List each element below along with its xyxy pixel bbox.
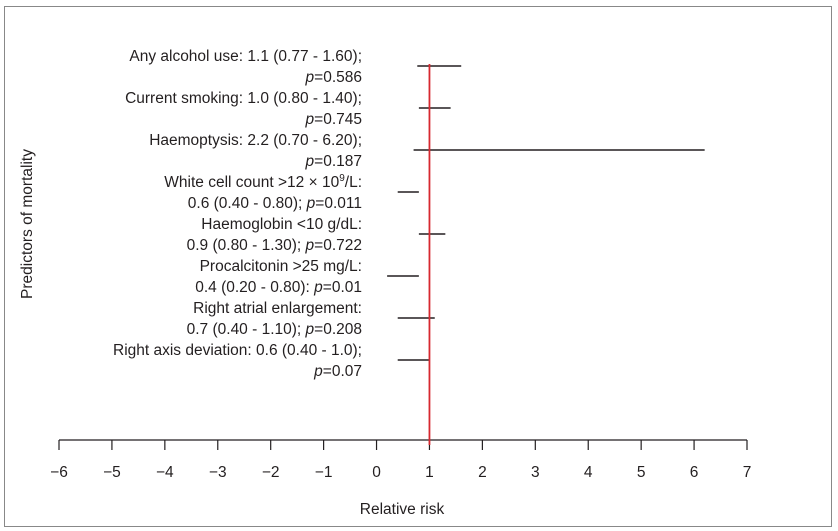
x-tick-label: 1 (425, 464, 434, 481)
x-tick-label: 6 (690, 464, 699, 481)
x-tick-label: −5 (103, 464, 121, 481)
x-tick-label: 5 (637, 464, 646, 481)
y-axis-title: Predictors of mortality (19, 149, 36, 299)
row-label-line: 0.4 (0.20 - 0.80): p=0.01 (195, 279, 362, 296)
row-label-line: Right atrial enlargement: (193, 300, 362, 317)
x-tick-label: −3 (209, 464, 227, 481)
row-label-line: Haemoglobin <10 g/dL: (201, 216, 362, 233)
x-tick-label: −4 (156, 464, 174, 481)
row-label-line: 0.7 (0.40 - 1.10); p=0.208 (187, 321, 362, 338)
x-tick-label: −1 (315, 464, 333, 481)
row-label-line: Current smoking: 1.0 (0.80 - 1.40); (125, 90, 362, 107)
row-label-line: p=0.07 (313, 363, 362, 380)
row-label-line: 0.9 (0.80 - 1.30); p=0.722 (187, 237, 362, 254)
x-tick-label: 4 (584, 464, 593, 481)
row-label-line: White cell count >12 × 109/L: (164, 173, 362, 191)
x-axis-title: Relative risk (360, 501, 445, 518)
x-tick-label: 7 (743, 464, 752, 481)
x-tick-label: −6 (50, 464, 68, 481)
row-label-line: Any alcohol use: 1.1 (0.77 - 1.60); (129, 48, 362, 65)
x-axis: −6 −5 −4 −3 −2 −1 0 1 2 3 4 5 6 7 (50, 439, 752, 481)
row-label-line: p=0.586 (305, 69, 362, 86)
x-tick-label: 3 (531, 464, 540, 481)
row-label-line: Haemoptysis: 2.2 (0.70 - 6.20); (149, 132, 362, 149)
x-tick-label: 2 (478, 464, 487, 481)
x-tick-label: −2 (262, 464, 280, 481)
row-label-line: Procalcitonin >25 mg/L: (200, 258, 362, 275)
row-label-line: Right axis deviation: 0.6 (0.40 - 1.0); (113, 342, 362, 359)
row-label-line: 0.6 (0.40 - 0.80); p=0.011 (188, 195, 362, 212)
forest-rows: Any alcohol use: 1.1 (0.77 - 1.60); p=0.5… (113, 48, 705, 380)
row-label-line: p=0.187 (305, 153, 362, 170)
row-label-line: p=0.745 (305, 111, 362, 128)
x-tick-label: 0 (372, 464, 381, 481)
